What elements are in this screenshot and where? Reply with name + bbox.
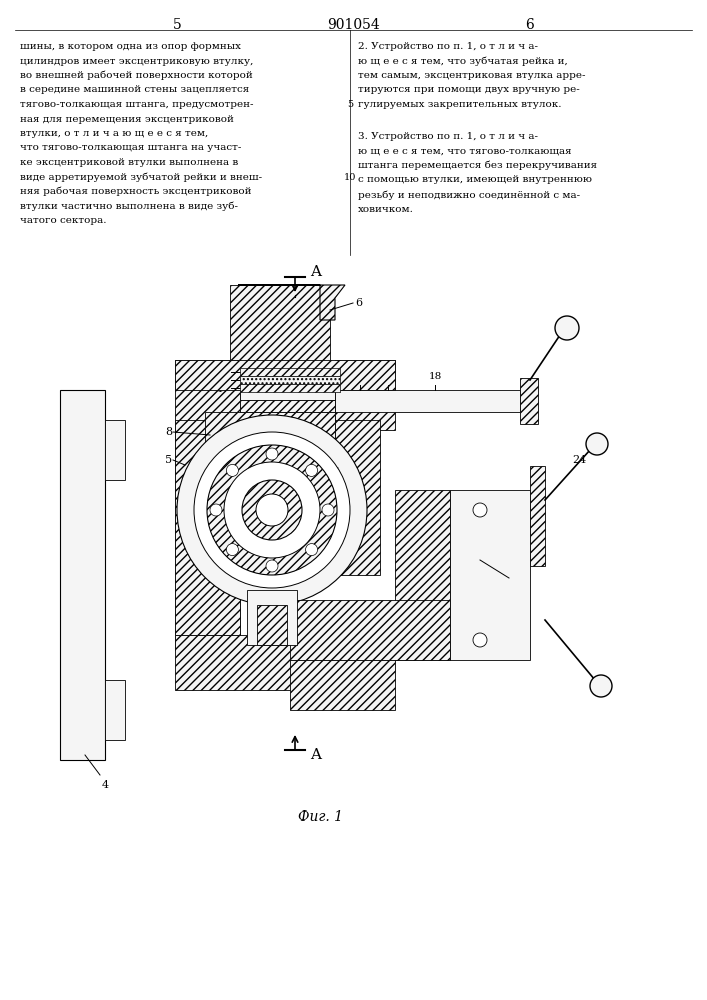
Text: 15: 15 [217, 376, 230, 385]
Text: резьбу и неподвижно соединённой с ма-: резьбу и неподвижно соединённой с ма- [358, 190, 580, 200]
Text: тем самым, эксцентриковая втулка арре-: тем самым, эксцентриковая втулка арре- [358, 71, 585, 80]
Text: 24: 24 [572, 455, 586, 465]
Text: Фиг. 1: Фиг. 1 [298, 810, 342, 824]
Text: 6: 6 [355, 298, 362, 308]
Text: гулируемых закрепительных втулок.: гулируемых закрепительных втулок. [358, 100, 561, 109]
Text: штанга перемещается без перекручивания: штанга перемещается без перекручивания [358, 161, 597, 170]
Bar [257, 605, 287, 645]
Bar [290, 600, 450, 660]
Bar [450, 490, 530, 660]
Text: ю щ е е с я тем, что тягово-толкающая: ю щ е е с я тем, что тягово-толкающая [358, 146, 572, 155]
Text: 4: 4 [101, 780, 109, 790]
Text: ю щ е е с я тем, что зубчатая рейка и,: ю щ е е с я тем, что зубчатая рейка и, [358, 56, 568, 66]
Bar [335, 360, 395, 430]
Text: 10: 10 [344, 172, 356, 182]
Polygon shape [238, 285, 345, 320]
Text: цилиндров имеет эксцентриковую втулку,: цилиндров имеет эксцентриковую втулку, [20, 56, 253, 66]
Circle shape [177, 415, 367, 605]
Circle shape [305, 464, 317, 476]
Bar [240, 376, 340, 384]
Text: 7: 7 [340, 463, 347, 473]
Circle shape [194, 432, 350, 588]
Bar [82, 530, 100, 670]
Text: виде арретируемой зубчатой рейки и внеш-: виде арретируемой зубчатой рейки и внеш- [20, 172, 262, 182]
Circle shape [305, 544, 317, 556]
Text: тягово-толкающая штанга, предусмотрен-: тягово-толкающая штанга, предусмотрен- [20, 100, 254, 109]
Text: 2. Устройство по п. 1, о т л и ч а-: 2. Устройство по п. 1, о т л и ч а- [358, 42, 538, 51]
Circle shape [586, 433, 608, 455]
Text: 23: 23 [333, 617, 347, 627]
Bar [60, 530, 78, 670]
Text: 17: 17 [217, 384, 230, 393]
Bar [175, 360, 240, 650]
Text: няя рабочая поверхность эксцентриковой: няя рабочая поверхность эксцентриковой [20, 187, 252, 196]
Bar [335, 420, 380, 575]
Text: 14: 14 [217, 368, 230, 377]
Circle shape [226, 464, 238, 476]
Text: ховичком.: ховичком. [358, 205, 414, 214]
Text: 21: 21 [318, 500, 332, 510]
Circle shape [266, 448, 278, 460]
Circle shape [210, 504, 222, 516]
Bar [240, 384, 340, 392]
Text: 5: 5 [347, 100, 353, 109]
Text: 18: 18 [428, 372, 442, 381]
Text: 16: 16 [354, 372, 367, 381]
Text: ная для перемещения эксцентриковой: ная для перемещения эксцентриковой [20, 114, 234, 123]
Circle shape [226, 544, 238, 556]
Text: что тягово-толкающая штанга на участ-: что тягово-толкающая штанга на участ- [20, 143, 241, 152]
Bar [530, 466, 545, 566]
Circle shape [473, 633, 487, 647]
Text: 20: 20 [381, 372, 395, 381]
Text: 3. Устройство по п. 1, о т л и ч а-: 3. Устройство по п. 1, о т л и ч а- [358, 132, 538, 141]
Text: тируются при помощи двух вручную ре-: тируются при помощи двух вручную ре- [358, 86, 580, 95]
Text: 8: 8 [165, 427, 172, 437]
Bar [335, 390, 520, 412]
Circle shape [322, 504, 334, 516]
Bar [205, 412, 335, 450]
Text: чатого сектора.: чатого сектора. [20, 216, 107, 225]
Text: 5: 5 [173, 18, 182, 32]
Bar [175, 360, 395, 390]
Bar [240, 368, 340, 376]
Text: шины, в котором одна из опор формных: шины, в котором одна из опор формных [20, 42, 241, 51]
Text: A: A [310, 748, 321, 762]
Circle shape [555, 316, 579, 340]
Bar [105, 680, 125, 740]
Polygon shape [60, 390, 105, 760]
Text: 901054: 901054 [327, 18, 380, 32]
Text: ке эксцентриковой втулки выполнена в: ке эксцентриковой втулки выполнена в [20, 158, 238, 167]
Text: 22: 22 [510, 575, 525, 585]
Circle shape [207, 445, 337, 575]
Circle shape [266, 560, 278, 572]
Bar [395, 490, 450, 660]
Bar [230, 285, 330, 380]
Circle shape [224, 462, 320, 558]
Text: A: A [310, 265, 321, 279]
Bar [240, 390, 335, 400]
Circle shape [590, 675, 612, 697]
Circle shape [256, 494, 288, 526]
Text: втулки, о т л и ч а ю щ е е с я тем,: втулки, о т л и ч а ю щ е е с я тем, [20, 129, 209, 138]
Bar [520, 378, 538, 424]
Bar [240, 400, 335, 412]
Text: 5: 5 [165, 455, 172, 465]
Text: во внешней рабочей поверхности которой: во внешней рабочей поверхности которой [20, 71, 252, 81]
Bar [290, 660, 395, 710]
Text: с помощью втулки, имеющей внутреннюю: с помощью втулки, имеющей внутреннюю [358, 176, 592, 184]
Bar [247, 590, 297, 645]
Text: в середине машинной стены зацепляется: в середине машинной стены зацепляется [20, 86, 250, 95]
Circle shape [473, 503, 487, 517]
Text: 6: 6 [525, 18, 534, 32]
Text: втулки частично выполнена в виде зуб-: втулки частично выполнена в виде зуб- [20, 202, 238, 211]
Bar [175, 635, 385, 690]
Circle shape [242, 480, 302, 540]
Bar [105, 420, 125, 480]
Bar [175, 420, 240, 635]
